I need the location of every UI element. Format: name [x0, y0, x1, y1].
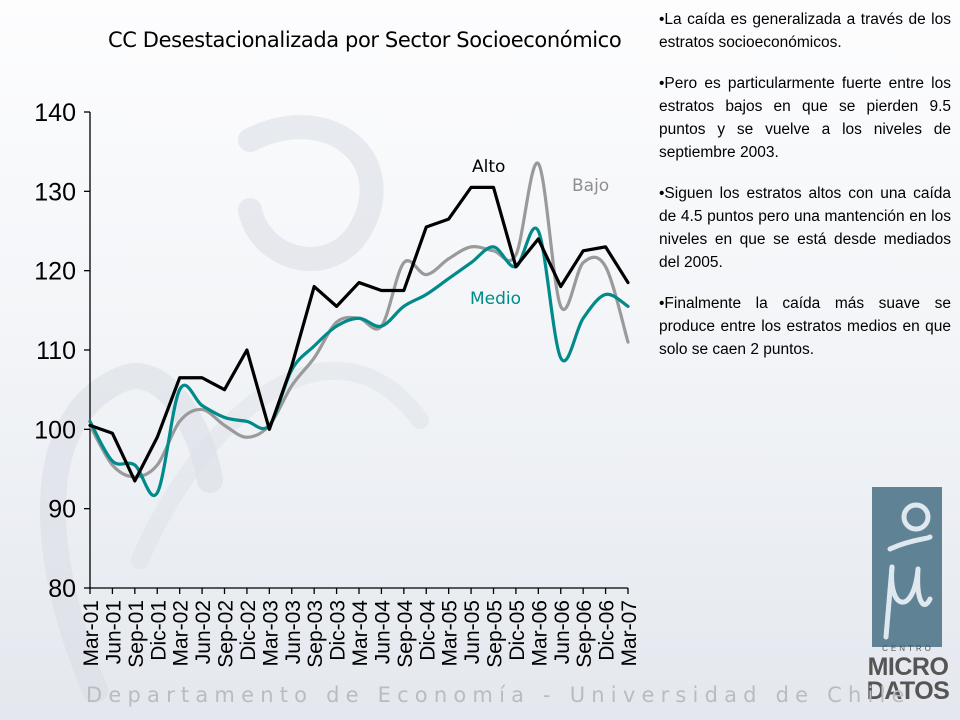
x-tick-label: Mar-02	[170, 600, 193, 667]
y-tick-label: 120	[34, 258, 76, 286]
x-tick-label: Mar-07	[618, 600, 641, 667]
x-tick-label: Sep-02	[215, 600, 238, 668]
series-label-medio: Medio	[470, 289, 522, 309]
mu-symbol-icon	[883, 502, 933, 640]
x-tick-label: Sep-05	[484, 600, 507, 668]
x-tick-label: Jun-05	[461, 600, 484, 664]
logo-microdatos	[872, 487, 942, 647]
logo-datos: DATOS	[866, 677, 950, 705]
note-2: •Pero es particularmente fuerte entre lo…	[659, 75, 951, 161]
y-tick-label: 140	[34, 99, 76, 127]
x-tick-label: Sep-04	[394, 600, 417, 668]
x-tick-label: Sep-03	[304, 600, 327, 668]
x-tick-label: Jun-04	[371, 600, 394, 665]
x-tick-label: Mar-05	[439, 600, 462, 667]
x-tick-label: Dic-01	[147, 600, 170, 661]
x-tick-label: Sep-01	[125, 600, 148, 668]
y-tick-label: 110	[36, 337, 76, 365]
x-tick-label: Jun-06	[551, 600, 574, 664]
note-1: •La caída es generalizada a través de lo…	[659, 11, 951, 51]
series-line-bajo	[88, 161, 630, 479]
series-line-medio	[88, 226, 630, 498]
y-tick-label: 100	[34, 416, 76, 444]
x-tick-label: Dic-06	[596, 600, 619, 661]
note-4: •Finalmente la caída más suave se produc…	[659, 295, 951, 358]
x-tick-label: Mar-04	[349, 600, 372, 667]
x-tick-label: Dic-05	[506, 600, 529, 661]
x-tick-label: Jun-03	[282, 600, 305, 664]
x-tick-label: Sep-06	[573, 600, 596, 668]
note-3: •Siguen los estratos altos con una caída…	[659, 185, 951, 271]
notes-panel: •La caída es generalizada a través de lo…	[659, 8, 951, 379]
x-tick-label: Mar-01	[80, 600, 103, 667]
series-line-alto	[88, 185, 630, 483]
logo-centro: CENTRO	[882, 644, 934, 653]
x-tick-label: Mar-06	[528, 600, 551, 667]
x-tick-label: Dic-02	[237, 600, 260, 661]
chart-title: CC Desestacionalizada por Sector Socioec…	[108, 28, 622, 52]
y-tick-label: 90	[48, 496, 76, 524]
series-label-alto: Alto	[472, 157, 506, 177]
x-tick-label: Dic-03	[327, 600, 350, 661]
y-tick-label: 80	[48, 575, 76, 603]
logo-text: CENTRO MICRO DATOS	[862, 640, 954, 705]
series-label-bajo: Bajo	[572, 176, 610, 196]
footer-institution: Departamento de Economía - Universidad d…	[86, 683, 911, 707]
x-tick-label: Jun-01	[102, 600, 125, 664]
y-tick-label: 130	[34, 178, 76, 206]
x-tick-label: Jun-02	[192, 600, 215, 664]
x-tick-label: Mar-03	[259, 600, 282, 667]
x-tick-label: Dic-04	[416, 600, 439, 661]
logo-micro: MICRO	[867, 653, 949, 681]
